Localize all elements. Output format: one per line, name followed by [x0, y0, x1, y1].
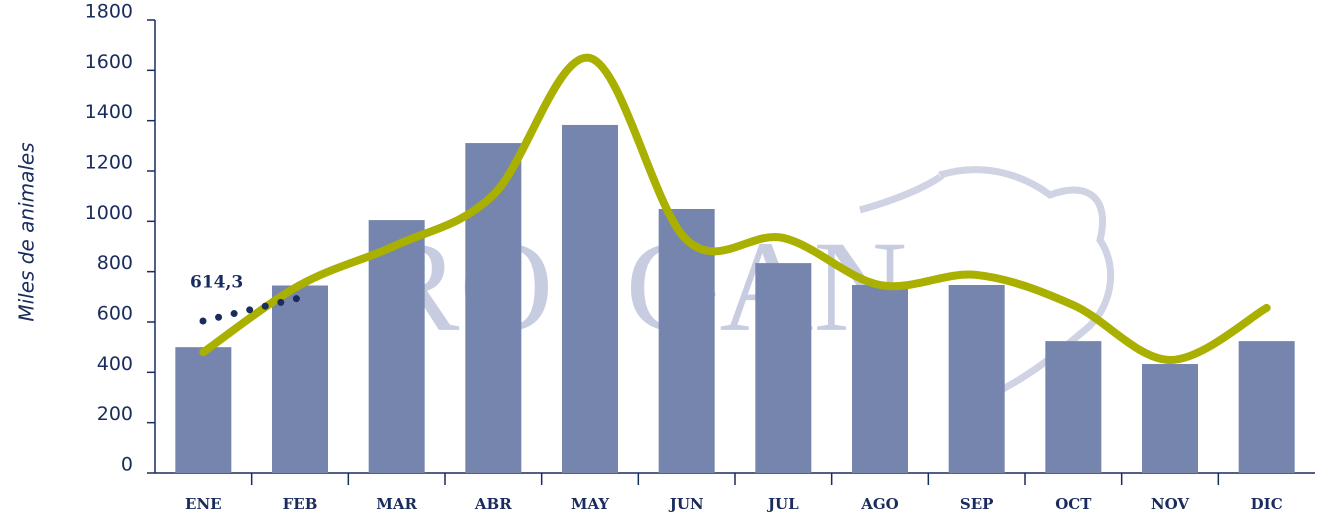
y-tick-label: 200: [97, 403, 133, 425]
bar: [562, 124, 618, 473]
y-tick-label: 0: [121, 454, 133, 476]
y-tick-label: 1200: [85, 152, 133, 174]
y-tick-label: 600: [97, 303, 133, 325]
bar: [175, 347, 232, 473]
bar: [1238, 341, 1295, 473]
bar: [1045, 341, 1102, 473]
x-tick-label: NOV: [1151, 495, 1190, 513]
x-tick-label: JUN: [668, 495, 704, 513]
bar: [368, 220, 425, 473]
bar: [852, 285, 908, 473]
x-tick-label: SEP: [960, 495, 994, 513]
x-tick-label: DIC: [1251, 495, 1283, 513]
x-tick-label: MAY: [571, 495, 609, 513]
line: [199, 53, 1271, 365]
y-axis-label: Miles de animales: [15, 142, 39, 321]
bar: [948, 285, 1005, 473]
y-tick-label: 1400: [85, 101, 133, 123]
bar: [272, 285, 328, 473]
x-tick-label: MAR: [376, 495, 417, 513]
x-tick-label: ENE: [185, 495, 222, 513]
bar: [755, 263, 812, 473]
x-tick-label: AGO: [860, 495, 899, 513]
annotation: 614,3: [190, 273, 243, 293]
annotation-dots: [199, 294, 303, 325]
x-tick-label: FEB: [283, 495, 318, 513]
bar: [1142, 364, 1198, 473]
watermark: ROSGAN: [373, 215, 908, 359]
y-tick-label: 1000: [85, 202, 133, 224]
y-tick-label: 400: [97, 353, 133, 375]
x-tick-label: OCT: [1055, 495, 1092, 513]
y-tick-label: 800: [97, 252, 133, 274]
x-tick-label: ABR: [474, 495, 512, 513]
y-tick-label: 1800: [85, 1, 133, 23]
x-tick-label: JUL: [766, 495, 799, 513]
y-tick-label: 1600: [85, 51, 133, 73]
